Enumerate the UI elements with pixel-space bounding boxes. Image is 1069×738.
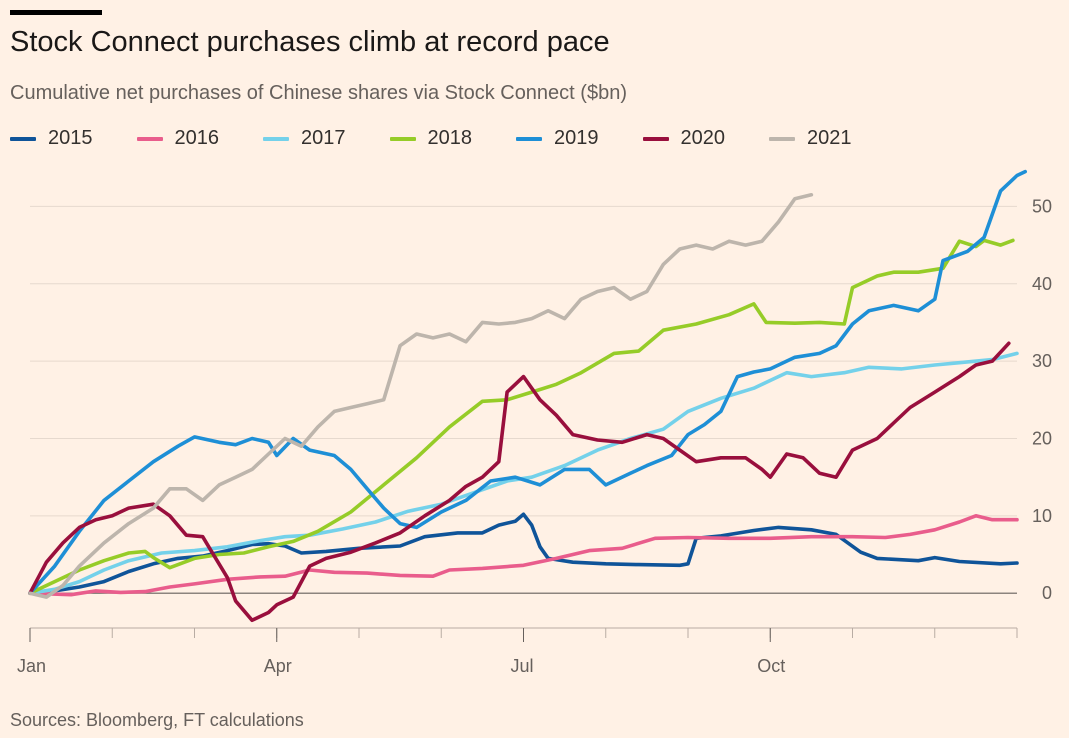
series-line-2016 <box>28 514 1019 597</box>
legend-item-2020: 2020 <box>642 127 726 150</box>
series-line-2019 <box>28 169 1027 595</box>
legend-label-2020: 2020 <box>680 127 726 149</box>
legend-swatch-2017 <box>263 136 289 141</box>
legend-item-2015: 2015 <box>10 127 93 150</box>
legend-label-2018: 2018 <box>427 127 473 149</box>
legend-item-2021: 2021 <box>769 127 852 150</box>
legend-item-2017: 2017 <box>263 127 346 150</box>
legend-label-2016: 2016 <box>174 127 220 149</box>
legend-item-2016: 2016 <box>136 127 220 150</box>
ft-brand-bar <box>10 10 102 15</box>
axes: 0 10 20 30 40 50 Jan Apr Jul Oct <box>17 196 1052 676</box>
legend-label-2021: 2021 <box>807 127 852 149</box>
y-tick-label: 20 <box>1032 428 1052 448</box>
chart-title: Stock Connect purchases climb at record … <box>10 26 610 58</box>
chart-subtitle: Cumulative net purchases of Chinese shar… <box>10 82 627 104</box>
legend-swatch-2021 <box>769 136 795 141</box>
legend-swatch-2016 <box>136 136 163 141</box>
series-line-2018 <box>28 238 1015 595</box>
y-tick-label: 30 <box>1032 351 1052 371</box>
series-line-2020 <box>28 341 1011 623</box>
legend-label-2015: 2015 <box>48 127 93 149</box>
legend-swatch-2019 <box>516 136 542 141</box>
series-line-2021 <box>28 193 814 599</box>
y-tick-label: 50 <box>1032 196 1052 216</box>
legend-swatch-2018 <box>389 136 416 141</box>
series-lines <box>28 169 1027 623</box>
x-tick-label: Jan <box>17 656 46 676</box>
legend-swatch-2015 <box>10 136 36 141</box>
x-tick-label: Jul <box>511 656 534 676</box>
legend-label-2017: 2017 <box>301 127 346 149</box>
y-tick-label: 40 <box>1032 274 1052 294</box>
x-tick-label: Oct <box>757 656 785 676</box>
legend-item-2019: 2019 <box>516 127 599 150</box>
source-note: Sources: Bloomberg, FT calculations <box>10 710 304 730</box>
y-tick-label: 10 <box>1032 506 1052 526</box>
legend-swatch-2020 <box>642 136 669 141</box>
x-tick-label: Apr <box>264 656 292 676</box>
gridlines <box>30 205 1017 594</box>
legend-item-2018: 2018 <box>389 127 473 150</box>
y-tick-label: 0 <box>1042 583 1052 603</box>
legend-label-2019: 2019 <box>554 127 599 149</box>
legend: 2015 2016 2017 2018 2019 2020 2021 <box>10 127 896 150</box>
